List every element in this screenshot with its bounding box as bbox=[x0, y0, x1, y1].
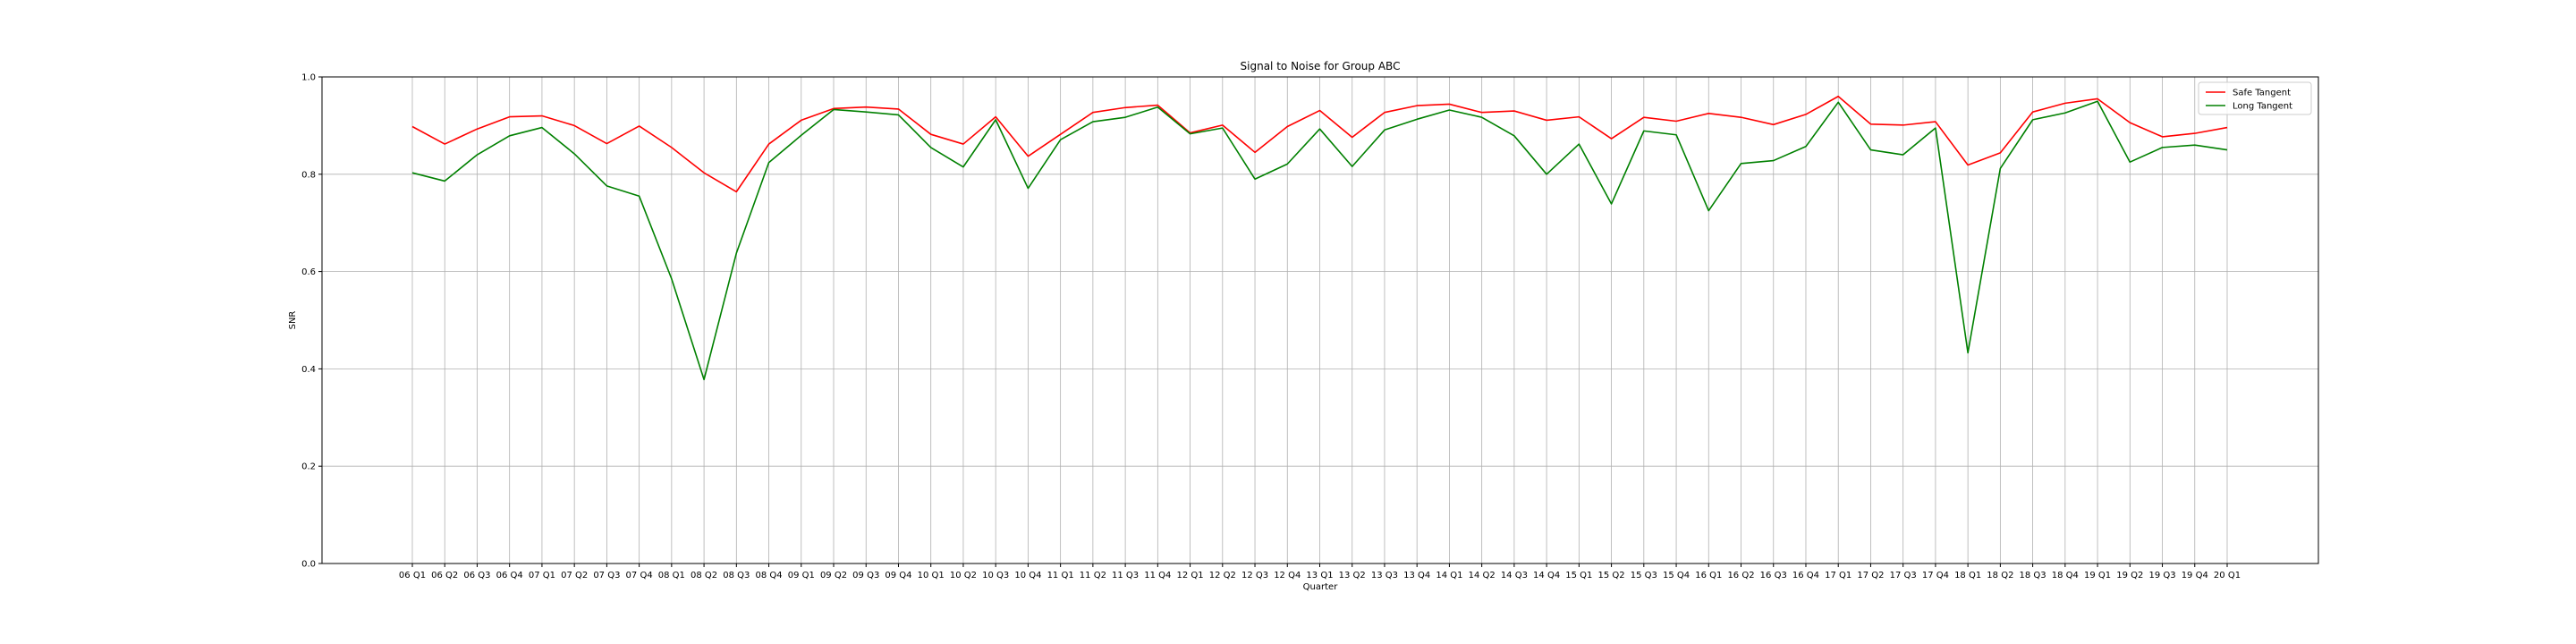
x-tick-label: 20 Q1 bbox=[2214, 571, 2241, 580]
legend-entry-label: Long Tangent bbox=[2233, 102, 2292, 112]
x-tick-label: 18 Q1 bbox=[1954, 571, 1981, 580]
legend: Safe Tangent Long Tangent bbox=[2198, 81, 2312, 115]
x-tick-label: 13 Q1 bbox=[1306, 571, 1333, 580]
x-tick-label: 09 Q2 bbox=[820, 571, 847, 580]
x-tick-label: 10 Q4 bbox=[1014, 571, 1041, 580]
x-tick-label: 12 Q2 bbox=[1209, 571, 1236, 580]
x-tick-label: 18 Q4 bbox=[2052, 571, 2079, 580]
x-axis-label: Quarter bbox=[1303, 582, 1339, 592]
x-tick-label: 19 Q3 bbox=[2148, 571, 2175, 580]
x-tick-label: 11 Q4 bbox=[1144, 571, 1171, 580]
x-tick-label: 07 Q1 bbox=[529, 571, 555, 580]
y-tick-label: 0.6 bbox=[301, 267, 316, 277]
y-tick-label: 0.0 bbox=[301, 560, 316, 570]
series-line-safe-tangent bbox=[411, 95, 2228, 193]
x-tick-label: 17 Q3 bbox=[1890, 571, 1917, 580]
chart-title: Signal to Noise for Group ABC bbox=[1241, 60, 1401, 72]
x-tick-label: 08 Q2 bbox=[691, 571, 717, 580]
y-tick-label: 0.8 bbox=[301, 170, 316, 180]
x-tick-label: 17 Q4 bbox=[1922, 571, 1949, 580]
x-tick-label: 12 Q3 bbox=[1241, 571, 1268, 580]
x-tick-label: 18 Q2 bbox=[1987, 571, 2013, 580]
x-tick-label: 17 Q2 bbox=[1857, 571, 1884, 580]
x-tick-label: 16 Q2 bbox=[1727, 571, 1754, 580]
legend-entry-label: Safe Tangent bbox=[2233, 89, 2291, 98]
x-tick-label: 18 Q3 bbox=[2020, 571, 2046, 580]
x-tick-label: 06 Q3 bbox=[463, 571, 490, 580]
x-tick-label: 11 Q1 bbox=[1047, 571, 1074, 580]
legend-box bbox=[2198, 81, 2312, 115]
x-tick-label: 13 Q2 bbox=[1339, 571, 1366, 580]
x-axis-ticks: 06 Q1 06 Q2 06 Q3 06 Q4 07 Q1 07 Q2 07 Q3 07 Q4… bbox=[399, 564, 2241, 580]
x-tick-label: 06 Q1 bbox=[399, 571, 426, 580]
x-tick-label: 14 Q4 bbox=[1533, 571, 1560, 580]
x-tick-label: 09 Q4 bbox=[885, 571, 911, 580]
x-tick-label: 09 Q3 bbox=[852, 571, 879, 580]
y-tick-label: 1.0 bbox=[301, 73, 316, 83]
x-tick-label: 13 Q3 bbox=[1371, 571, 1398, 580]
x-tick-label: 07 Q3 bbox=[593, 571, 620, 580]
x-tick-label: 08 Q1 bbox=[658, 571, 685, 580]
x-tick-label: 15 Q3 bbox=[1631, 571, 1657, 580]
x-tick-label: 19 Q4 bbox=[2182, 571, 2208, 580]
x-tick-label: 19 Q1 bbox=[2084, 571, 2111, 580]
x-tick-label: 16 Q3 bbox=[1760, 571, 1787, 580]
x-tick-label: 19 Q2 bbox=[2116, 571, 2143, 580]
y-axis-label: SNR bbox=[288, 311, 298, 330]
x-tick-label: 16 Q4 bbox=[1792, 571, 1819, 580]
x-tick-label: 14 Q3 bbox=[1501, 571, 1528, 580]
x-tick-label: 10 Q2 bbox=[950, 571, 977, 580]
x-tick-label: 12 Q1 bbox=[1177, 571, 1204, 580]
x-tick-label: 08 Q4 bbox=[755, 571, 782, 580]
x-tick-label: 10 Q1 bbox=[918, 571, 945, 580]
x-tick-label: 10 Q3 bbox=[982, 571, 1009, 580]
x-tick-label: 15 Q2 bbox=[1598, 571, 1625, 580]
x-tick-label: 07 Q4 bbox=[626, 571, 653, 580]
x-tick-label: 07 Q2 bbox=[561, 571, 588, 580]
x-tick-label: 13 Q4 bbox=[1403, 571, 1430, 580]
series-lines bbox=[411, 95, 2228, 381]
x-tick-label: 15 Q1 bbox=[1565, 571, 1592, 580]
x-tick-label: 15 Q4 bbox=[1663, 571, 1690, 580]
x-tick-label: 11 Q3 bbox=[1112, 571, 1139, 580]
x-tick-label: 11 Q2 bbox=[1080, 571, 1106, 580]
x-tick-label: 08 Q3 bbox=[723, 571, 750, 580]
x-tick-label: 06 Q2 bbox=[431, 571, 458, 580]
x-tick-label: 16 Q1 bbox=[1695, 571, 1722, 580]
x-tick-label: 14 Q1 bbox=[1436, 571, 1462, 580]
y-axis-ticks: 0.0 0.2 0.4 0.6 0.8 1.0 bbox=[301, 73, 322, 570]
x-tick-label: 09 Q1 bbox=[788, 571, 815, 580]
y-tick-label: 0.4 bbox=[301, 365, 316, 375]
x-tick-label: 12 Q4 bbox=[1274, 571, 1301, 580]
x-tick-label: 06 Q4 bbox=[496, 571, 523, 580]
y-tick-label: 0.2 bbox=[301, 462, 316, 472]
x-tick-label: 14 Q2 bbox=[1469, 571, 1496, 580]
series-line-long-tangent bbox=[411, 100, 2228, 381]
x-tick-label: 17 Q1 bbox=[1825, 571, 1852, 580]
